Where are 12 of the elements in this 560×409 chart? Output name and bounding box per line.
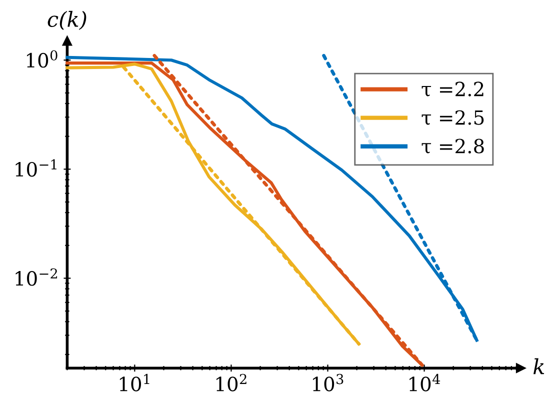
legend-label: τ =2.2 xyxy=(422,82,484,96)
y-tick-label: 10$^{−1}$ xyxy=(16,159,56,177)
legend-label: τ =2.8 xyxy=(422,138,484,154)
y-axis-title: c(k) xyxy=(48,10,86,30)
y-tick-label: 10$^{−2}$ xyxy=(16,268,58,286)
legend-label: τ =2.5 xyxy=(422,110,484,125)
x-tick-label: 10$^{4}$ xyxy=(410,374,440,392)
y-tick-label: 10$^{0}$ xyxy=(27,50,58,68)
x-axis-title: k xyxy=(534,358,544,374)
x-tick-label: 10$^{3}$ xyxy=(313,374,344,392)
x-tick-label: 10$^{1}$ xyxy=(120,374,150,392)
x-tick-label: 10$^{2}$ xyxy=(216,374,246,392)
